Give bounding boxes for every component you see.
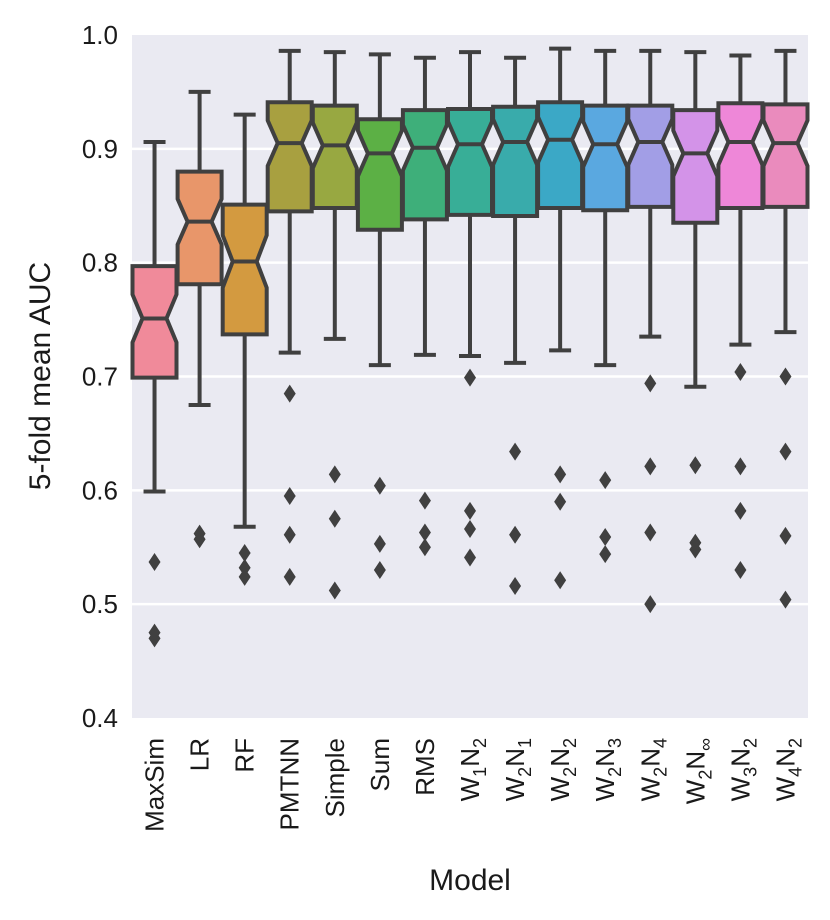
box-3 <box>265 48 314 586</box>
outlier-point <box>734 457 747 476</box>
box-body <box>716 101 765 210</box>
box-body <box>355 117 404 232</box>
box-body <box>671 108 720 225</box>
outlier-point <box>148 553 161 572</box>
outlier-point <box>779 590 792 609</box>
outlier-point <box>373 476 386 495</box>
box-body <box>175 169 224 287</box>
outlier-point <box>779 442 792 461</box>
x-tick-label: W2N3 <box>590 738 625 801</box>
x-tick-label: W4N2 <box>770 738 805 801</box>
box-body <box>761 102 810 209</box>
outlier-point <box>689 540 702 559</box>
outlier-point <box>554 465 567 484</box>
outlier-point <box>464 520 476 539</box>
outlier-point <box>464 368 476 387</box>
outlier-point <box>238 558 251 577</box>
box-body <box>265 100 314 214</box>
x-tick-label: PMTNN <box>275 738 305 830</box>
outlier-point <box>464 501 476 520</box>
outlier-point <box>734 362 747 381</box>
box-14 <box>761 48 810 609</box>
outlier-point <box>644 457 657 476</box>
box-body <box>626 103 675 209</box>
x-axis-title: Model <box>429 864 511 897</box>
outlier-point <box>464 548 476 567</box>
outlier-point <box>734 501 747 520</box>
y-tick-label: 0.5 <box>82 589 118 619</box>
y-tick-label: 1.0 <box>82 20 118 50</box>
box-body <box>130 264 179 380</box>
outlier-point <box>644 374 657 393</box>
box-body <box>536 100 585 210</box>
box-body <box>310 103 359 210</box>
outlier-point <box>779 367 792 386</box>
outlier-point <box>418 523 431 542</box>
outlier-point <box>238 567 251 586</box>
outlier-point <box>283 487 296 506</box>
box-12 <box>671 50 720 559</box>
x-tick-label: W3N2 <box>725 738 760 801</box>
outlier-point <box>599 528 612 547</box>
x-tick-label: W2N2 <box>545 738 580 801</box>
box-body <box>400 108 449 222</box>
y-tick-label: 0.9 <box>82 134 118 164</box>
x-tick-label: Simple <box>320 738 350 817</box>
outlier-point <box>509 525 522 544</box>
y-axis-title: 5-fold mean AUC <box>24 262 57 490</box>
outlier-point <box>599 545 612 564</box>
box-0 <box>130 140 179 648</box>
x-tick-label: W1N2 <box>455 738 490 801</box>
box-11 <box>626 48 675 614</box>
boxes <box>130 46 810 648</box>
outlier-point <box>509 442 522 461</box>
outlier-point <box>193 530 206 549</box>
outlier-point <box>418 538 431 557</box>
outlier-point <box>554 571 567 590</box>
box-1 <box>175 89 224 549</box>
outlier-point <box>734 561 747 580</box>
outlier-point <box>148 629 161 648</box>
outlier-point <box>238 543 251 562</box>
outlier-point <box>328 465 341 484</box>
outlier-point <box>644 523 657 542</box>
outlier-point <box>779 526 792 545</box>
outlier-point <box>328 581 341 600</box>
y-tick-label: 0.4 <box>82 703 118 733</box>
outlier-point <box>689 456 702 475</box>
outlier-point <box>509 576 522 595</box>
x-tick-label: W2N1 <box>500 738 535 801</box>
x-tick-label: W2N∞ <box>680 738 715 804</box>
box-4 <box>310 50 359 600</box>
outlier-point <box>283 384 296 403</box>
outlier-point <box>373 534 386 553</box>
x-tick-label: RF <box>230 738 260 773</box>
y-tick-label: 0.6 <box>82 475 118 505</box>
box-body <box>491 104 540 218</box>
x-axis-ticks: MaxSim LR RF PMTNN Simple Sum RMS W1N2 W2N1 W2N2 W… <box>140 738 806 832</box>
x-tick-label: Sum <box>365 738 395 791</box>
outlier-point <box>599 471 612 490</box>
x-tick-label: MaxSim <box>140 738 170 832</box>
box-body <box>220 202 269 337</box>
outlier-point <box>644 595 657 614</box>
x-tick-label: W2N4 <box>635 738 670 801</box>
outlier-point <box>418 491 431 510</box>
y-axis-ticks: 0.4 0.5 0.6 0.7 0.8 0.9 1.0 <box>82 20 118 733</box>
x-tick-label: RMS <box>410 738 440 796</box>
box-body <box>446 107 494 217</box>
x-tick-label: LR <box>185 738 215 771</box>
box-body <box>581 103 630 213</box>
y-tick-label: 0.8 <box>82 248 118 278</box>
outlier-point <box>283 567 296 586</box>
outlier-point <box>373 561 386 580</box>
outlier-point <box>554 492 567 511</box>
y-tick-label: 0.7 <box>82 362 118 392</box>
outlier-point <box>328 509 341 528</box>
box-9 <box>536 46 585 590</box>
outlier-point <box>283 525 296 544</box>
